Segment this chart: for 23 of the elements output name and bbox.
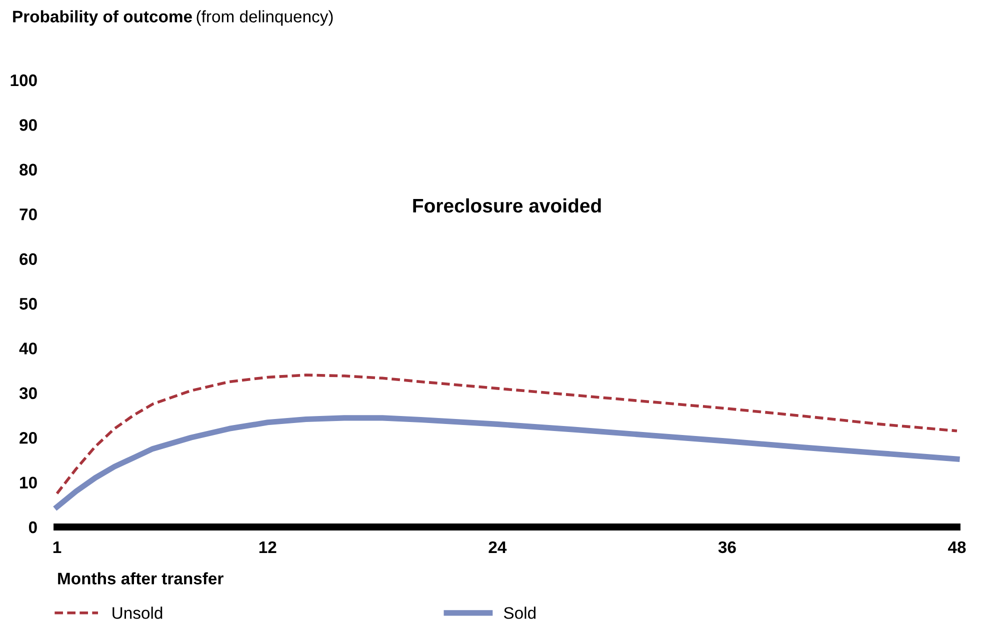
legend-label: Unsold xyxy=(112,606,162,619)
y-tick-label: 80 xyxy=(20,164,37,176)
x-tick-label: 1 xyxy=(53,542,62,553)
y-tick-label: 100 xyxy=(10,74,37,86)
x-tick-label: 36 xyxy=(718,541,736,554)
y-tick-label: 50 xyxy=(20,298,37,310)
annotation: Foreclosure avoided xyxy=(413,198,601,213)
x-axis-title: Months after transfer xyxy=(58,572,224,584)
chart-title: Probability of outcome xyxy=(13,10,192,26)
legend-label: Sold xyxy=(504,606,536,619)
chart-subtitle: (from delinquency) xyxy=(196,10,333,26)
x-tick-label: 48 xyxy=(948,541,966,554)
y-tick-label: 20 xyxy=(20,432,37,444)
y-tick-label: 30 xyxy=(19,387,37,400)
y-tick-label: 60 xyxy=(20,253,37,266)
x-tick-label: 24 xyxy=(488,541,507,553)
y-tick-label: 90 xyxy=(20,119,37,131)
y-tick-label: 10 xyxy=(20,476,37,489)
line-series xyxy=(56,374,958,495)
x-tick-label: 12 xyxy=(259,541,276,553)
y-tick-label: 40 xyxy=(19,342,37,354)
y-tick-label: 0 xyxy=(28,521,37,534)
y-tick-label: 70 xyxy=(20,208,37,220)
